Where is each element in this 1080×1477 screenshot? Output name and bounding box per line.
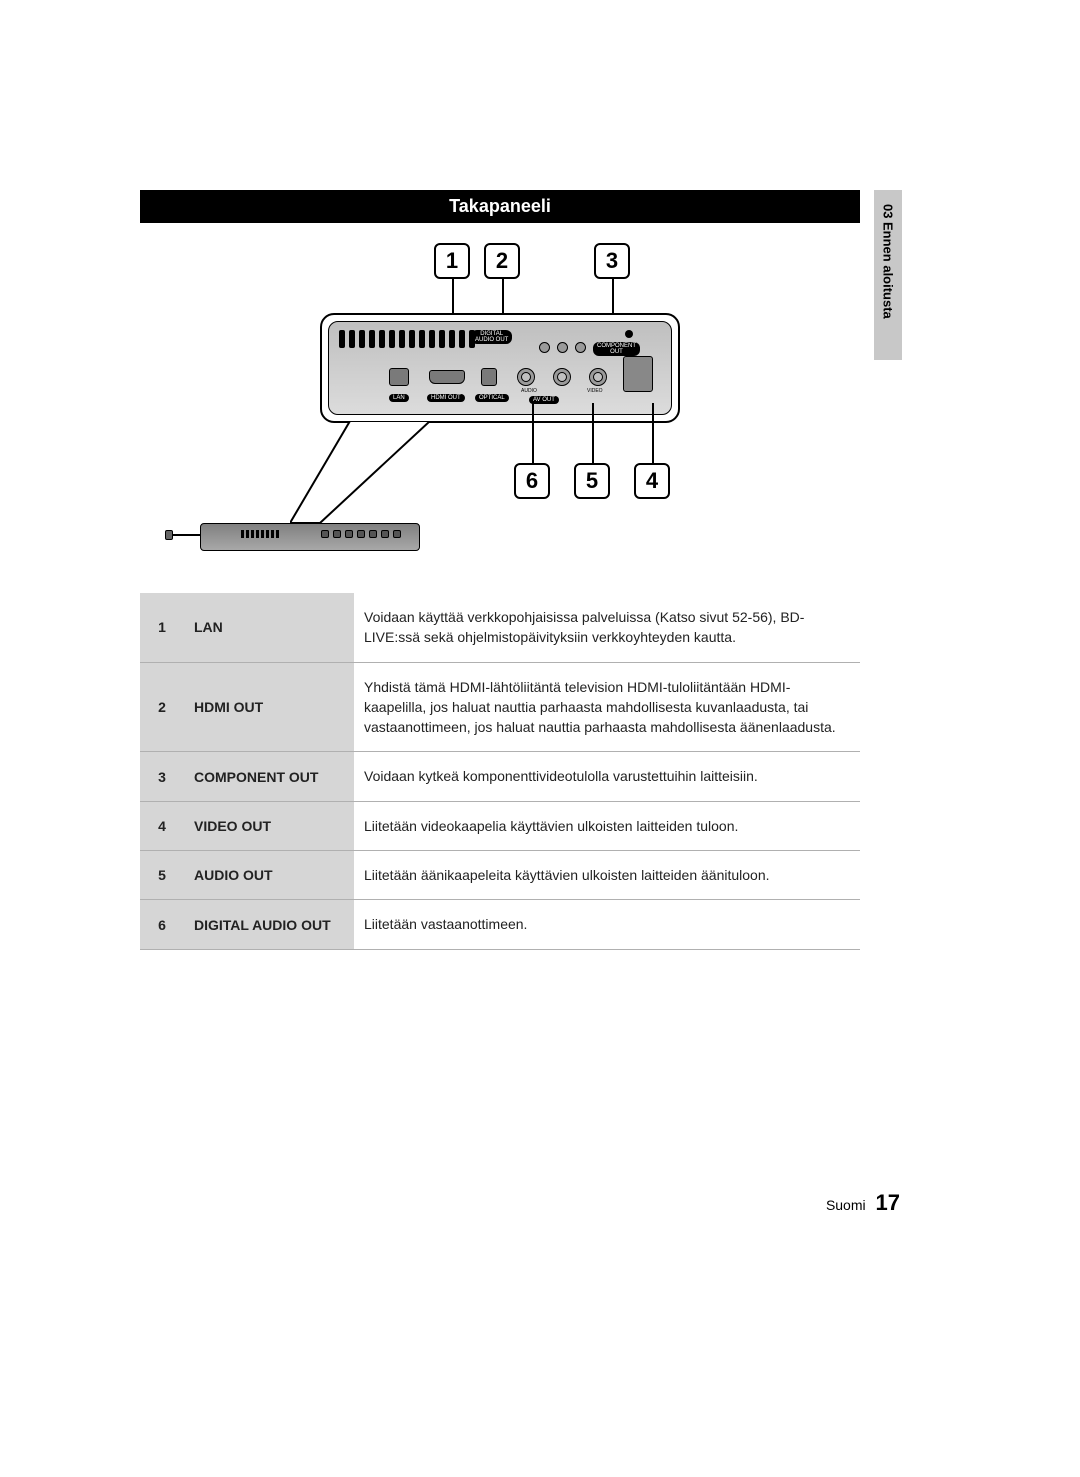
row-number: 4 — [140, 801, 184, 850]
page-footer: Suomi 17 — [0, 1190, 900, 1216]
audio-r — [553, 368, 571, 386]
table-row: 6DIGITAL AUDIO OUTLiitetään vastaanottim… — [140, 900, 860, 949]
row-number: 6 — [140, 900, 184, 949]
table-row: 5AUDIO OUTLiitetään äänikaapeleita käytt… — [140, 851, 860, 900]
table-row: 3COMPONENT OUTVoidaan kytkeä komponentti… — [140, 752, 860, 801]
label-digital-audio: DIGITALAUDIO OUT — [471, 330, 512, 344]
callout-4: 4 — [634, 463, 670, 499]
label-hdmi: HDMI OUT — [427, 394, 465, 402]
row-number: 5 — [140, 851, 184, 900]
callout-6: 6 — [514, 463, 550, 499]
rear-panel-diagram: 1 2 3 DIGITALAUDIO OUT COMPONENTOUT — [140, 223, 860, 593]
row-description: Liitetään vastaanottimeen. — [354, 900, 860, 949]
zoom-tail — [290, 421, 440, 531]
row-description: Voidaan käyttää verkkopohjaisissa palvel… — [354, 593, 860, 662]
page-content: Takapaneeli 1 2 3 DIGITALAUDIO OUT COMPO… — [140, 190, 920, 950]
row-description: Yhdistä tämä HDMI-lähtöliitäntä televisi… — [354, 662, 860, 752]
row-connector-name: COMPONENT OUT — [184, 752, 354, 801]
row-number: 2 — [140, 662, 184, 752]
footer-language: Suomi — [826, 1197, 866, 1213]
component-block — [623, 356, 653, 392]
row-connector-name: LAN — [184, 593, 354, 662]
label-optical: OPTICAL — [475, 394, 509, 402]
table-row: 4VIDEO OUTLiitetään videokaapelia käyttä… — [140, 801, 860, 850]
row-connector-name: HDMI OUT — [184, 662, 354, 752]
label-audio: AUDIO — [521, 388, 537, 394]
row-description: Liitetään videokaapelia käyttävien ulkoi… — [354, 801, 860, 850]
row-connector-name: VIDEO OUT — [184, 801, 354, 850]
component-pb — [557, 342, 568, 353]
optical-port — [481, 368, 497, 386]
row-number: 3 — [140, 752, 184, 801]
label-video: VIDEO — [587, 388, 603, 394]
row-description: Liitetään äänikaapeleita käyttävien ulko… — [354, 851, 860, 900]
vent-slots — [339, 330, 475, 348]
connector-table: 1LANVoidaan käyttää verkkopohjaisissa pa… — [140, 593, 860, 950]
row-number: 1 — [140, 593, 184, 662]
video-port — [589, 368, 607, 386]
audio-l — [517, 368, 535, 386]
screw-dot — [625, 330, 633, 338]
label-lan: LAN — [389, 394, 409, 402]
component-y — [539, 342, 550, 353]
lan-port — [389, 368, 409, 386]
hdmi-port — [429, 370, 465, 384]
callout-3: 3 — [594, 243, 630, 279]
device-mini-view — [200, 523, 420, 551]
component-pr — [575, 342, 586, 353]
callout-2: 2 — [484, 243, 520, 279]
table-row: 1LANVoidaan käyttää verkkopohjaisissa pa… — [140, 593, 860, 662]
row-connector-name: AUDIO OUT — [184, 851, 354, 900]
section-heading: Takapaneeli — [140, 190, 860, 223]
row-description: Voidaan kytkeä komponenttivideotulolla v… — [354, 752, 860, 801]
callout-5: 5 — [574, 463, 610, 499]
row-connector-name: DIGITAL AUDIO OUT — [184, 900, 354, 949]
device-rear-panel: DIGITALAUDIO OUT COMPONENTOUT — [320, 313, 680, 423]
table-row: 2HDMI OUTYhdistä tämä HDMI-lähtöliitäntä… — [140, 662, 860, 752]
footer-page-number: 17 — [876, 1190, 900, 1215]
callout-1: 1 — [434, 243, 470, 279]
label-component: COMPONENTOUT — [593, 342, 640, 356]
